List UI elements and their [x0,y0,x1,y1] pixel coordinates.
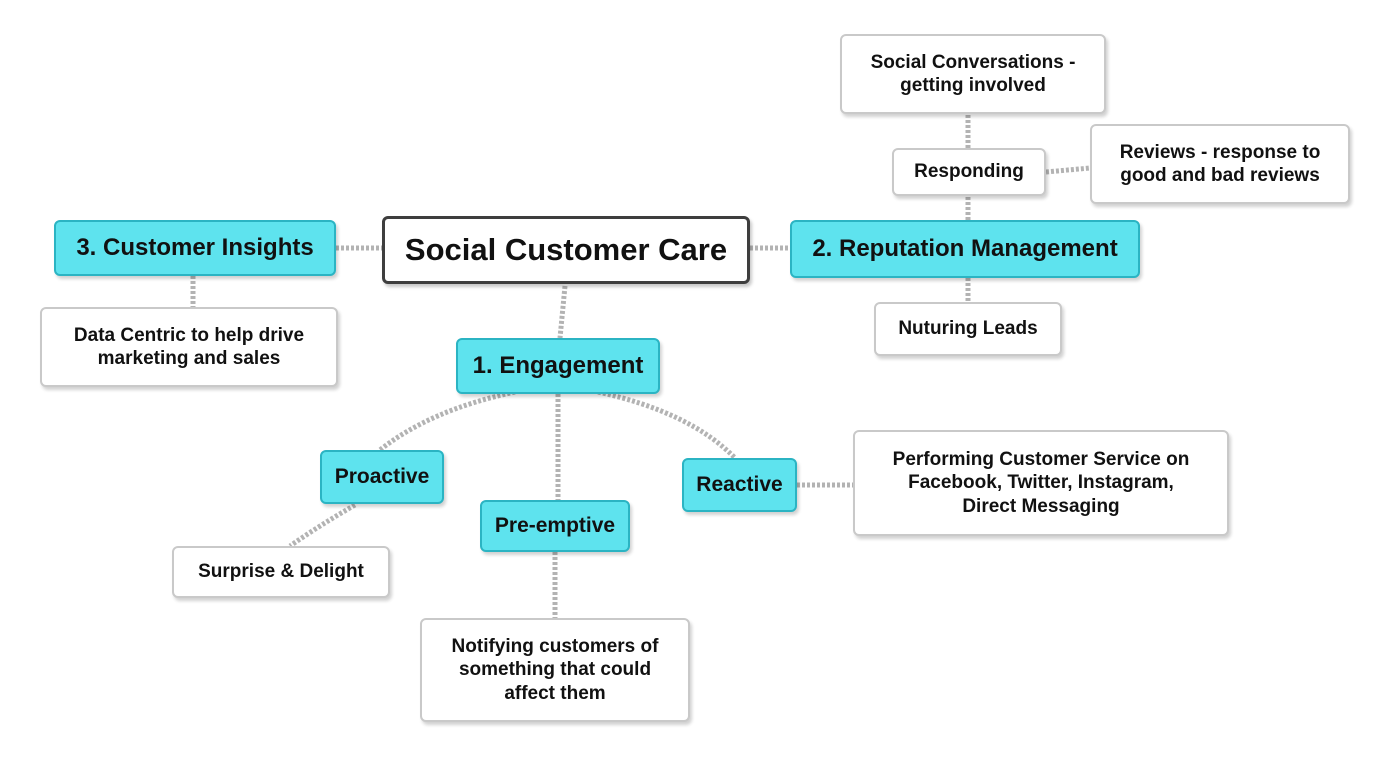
sub-branch-preemptive[interactable]: Pre-emptive [480,500,630,552]
connector-root-engagement [557,285,568,339]
leaf-notifying-customers[interactable]: Notifying customers of something that co… [420,618,690,722]
root-label: Social Customer Care [404,232,728,268]
branch-customer-insights-label: 3. Customer Insights [76,234,314,262]
leaf-performing-customer-service-label: Performing Customer Service on Facebook,… [892,449,1190,517]
branch-customer-insights[interactable]: 3. Customer Insights [54,220,336,276]
leaf-responding[interactable]: Responding [892,148,1046,196]
leaf-surprise-delight-label: Surprise & Delight [198,561,364,583]
leaf-social-conversations[interactable]: Social Conversations - getting involved [840,34,1106,114]
connector-engagement-proactive [378,389,516,452]
branch-reputation-management-label: 2. Reputation Management [812,235,1118,263]
leaf-reviews-label: Reviews - response to good and bad revie… [1119,141,1321,186]
branch-reputation-management[interactable]: 2. Reputation Management [790,220,1140,278]
leaf-data-centric-label: Data Centric to help drive marketing and… [73,324,305,369]
sub-branch-proactive[interactable]: Proactive [320,450,444,504]
leaf-nurturing-leads-label: Nuturing Leads [898,318,1038,340]
leaf-performing-customer-service[interactable]: Performing Customer Service on Facebook,… [853,430,1229,536]
connector-proactive-surprise [288,502,357,549]
sub-branch-reactive-label: Reactive [696,473,783,497]
sub-branch-preemptive-label: Pre-emptive [494,514,616,538]
branch-engagement[interactable]: 1. Engagement [456,338,660,394]
connector-responding-reviews [1045,165,1091,175]
leaf-surprise-delight[interactable]: Surprise & Delight [172,546,390,598]
sub-branch-reactive[interactable]: Reactive [682,458,797,512]
leaf-reviews[interactable]: Reviews - response to good and bad revie… [1090,124,1350,204]
leaf-notifying-customers-label: Notifying customers of something that co… [451,636,659,704]
root-node[interactable]: Social Customer Care [382,216,750,284]
branch-engagement-label: 1. Engagement [472,352,644,380]
leaf-responding-label: Responding [914,161,1024,183]
connector-engagement-reactive [597,389,737,460]
leaf-nurturing-leads[interactable]: Nuturing Leads [874,302,1062,356]
leaf-social-conversations-label: Social Conversations - getting involved [870,51,1076,96]
leaf-data-centric[interactable]: Data Centric to help drive marketing and… [40,307,338,387]
sub-branch-proactive-label: Proactive [334,465,430,489]
